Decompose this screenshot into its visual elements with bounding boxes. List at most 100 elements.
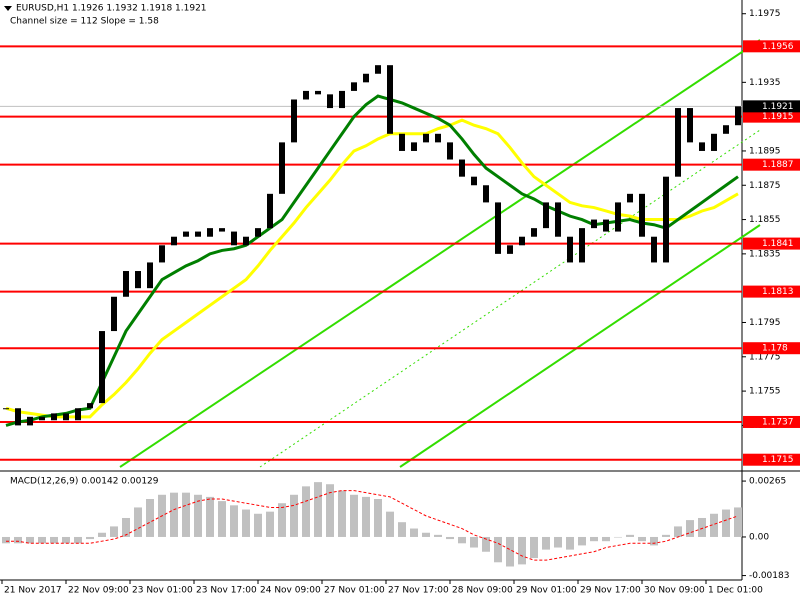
candle — [111, 296, 117, 332]
x-tick-label: 27 Nov 01:00 — [324, 586, 385, 596]
candle — [291, 99, 297, 143]
macd-bar — [614, 536, 622, 538]
macd-bar — [338, 490, 346, 537]
y-tick-label: 1.1855 — [749, 215, 781, 225]
macd-bar — [722, 509, 730, 537]
macd-bar — [458, 536, 466, 544]
macd-bar — [734, 507, 742, 537]
macd-bar — [326, 484, 334, 537]
macd-bar — [470, 536, 478, 548]
candle — [207, 228, 213, 237]
macd-bar — [110, 526, 118, 537]
candle — [15, 408, 21, 426]
channel-lower — [399, 224, 761, 468]
macd-bar — [278, 503, 286, 537]
candle — [231, 231, 237, 246]
macd-bar — [74, 536, 82, 544]
level-tag — [743, 237, 800, 250]
candle — [339, 90, 345, 109]
level-label: 1.178 — [762, 344, 788, 354]
macd-bar — [50, 536, 58, 544]
level-label: 1.1956 — [762, 42, 794, 52]
candle — [615, 202, 621, 232]
candle — [471, 176, 477, 186]
candle — [699, 142, 705, 151]
candle — [663, 176, 669, 263]
macd-bar — [506, 536, 514, 567]
current-price-tag — [743, 100, 800, 113]
x-tick-label: 23 Nov 01:00 — [132, 586, 193, 596]
candle — [27, 416, 33, 426]
macd-bar — [446, 536, 454, 540]
macd-bar — [626, 534, 634, 537]
macd-bar — [218, 501, 226, 537]
macd-bar — [650, 536, 658, 546]
macd-y-tick-label: 0.00 — [749, 532, 769, 542]
macd-bar — [254, 513, 262, 537]
candle — [243, 236, 249, 246]
candle — [303, 90, 309, 100]
candle — [483, 185, 489, 203]
level-tag — [743, 453, 800, 466]
candle — [639, 193, 645, 237]
macd-bar — [122, 517, 130, 537]
candle — [579, 228, 585, 263]
channel-upper — [119, 39, 761, 468]
macd-bar — [698, 517, 706, 537]
x-tick-label: 27 Nov 17:00 — [388, 586, 449, 596]
macd-bar — [710, 513, 718, 537]
macd-bar — [662, 534, 670, 537]
macd-bar — [86, 536, 94, 540]
candle — [171, 236, 177, 246]
macd-bar — [230, 505, 238, 537]
candle — [375, 65, 381, 74]
macd-bar — [182, 492, 190, 537]
macd-bar — [566, 536, 574, 550]
macd-bar — [14, 536, 22, 544]
macd-bar — [434, 534, 442, 537]
macd-bar — [38, 536, 46, 544]
macd-y-tick-label: -0.00183 — [749, 571, 789, 581]
macd-bar — [410, 528, 418, 537]
macd-bar — [374, 499, 382, 537]
level-tag — [743, 40, 800, 53]
header: EURUSD,H1 1.1926 1.1932 1.1918 1.1921 — [16, 4, 207, 14]
candle — [387, 65, 393, 134]
level-tag — [743, 285, 800, 298]
macd-bar — [62, 536, 70, 544]
macd-bar — [602, 536, 610, 542]
macd-bar — [638, 536, 646, 542]
macd-title: MACD(12,26,9) 0.00142 0.00129 — [10, 477, 159, 487]
candle — [327, 94, 333, 109]
level-tag — [743, 415, 800, 428]
macd-bar — [146, 499, 154, 537]
candle — [555, 202, 561, 237]
x-tick-label: 1 Dec 01:00 — [708, 586, 763, 596]
macd-bar — [686, 520, 694, 537]
macd-bar — [518, 536, 526, 565]
candle — [531, 228, 537, 237]
candle — [567, 236, 573, 263]
macd-bar — [2, 536, 10, 544]
x-tick-label: 28 Nov 09:00 — [452, 586, 513, 596]
y-tick-label: 1.1895 — [749, 146, 781, 156]
candle — [723, 125, 729, 134]
candle — [459, 159, 465, 177]
candle — [183, 231, 189, 237]
x-tick-label: 30 Nov 09:00 — [644, 586, 705, 596]
candle — [267, 193, 273, 229]
candle — [351, 82, 357, 91]
y-tick-label: 1.1795 — [749, 318, 781, 328]
level-label: 1.1841 — [762, 239, 794, 249]
macd-bar — [134, 507, 142, 537]
y-tick-label: 1.1875 — [749, 181, 781, 191]
candle — [435, 133, 441, 143]
macd-bar — [530, 536, 538, 559]
candle — [219, 228, 225, 232]
candle — [3, 408, 9, 410]
candle — [675, 108, 681, 177]
candle — [195, 231, 201, 237]
candle — [39, 416, 45, 421]
macd-bar — [578, 536, 586, 546]
